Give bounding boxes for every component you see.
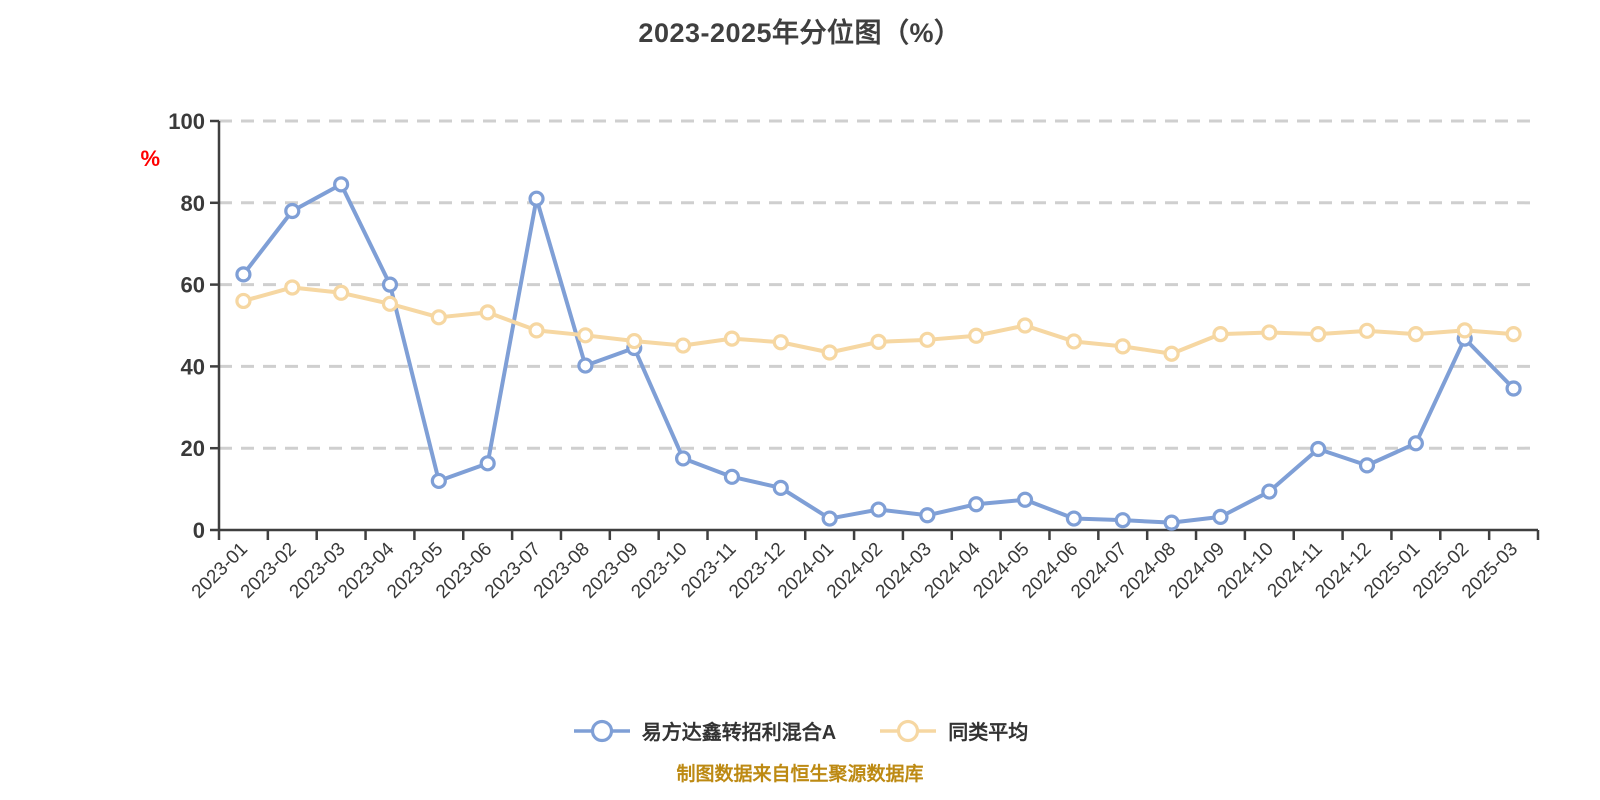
legend-item-fund[interactable]: 易方达鑫转招利混合A bbox=[572, 716, 836, 745]
data-point bbox=[528, 190, 545, 207]
y-axis-name: % bbox=[140, 146, 160, 171]
data-point bbox=[1407, 325, 1424, 343]
y-tick-label-60: 60 bbox=[181, 273, 205, 298]
legend-item-category-average[interactable]: 同类平均 bbox=[878, 716, 1028, 745]
data-point bbox=[1163, 345, 1180, 362]
data-point bbox=[870, 333, 887, 350]
data-point bbox=[1114, 338, 1131, 355]
data-point bbox=[479, 304, 496, 321]
data-point bbox=[1016, 491, 1034, 508]
data-point bbox=[772, 334, 789, 351]
data-point bbox=[674, 450, 692, 467]
data-point bbox=[1212, 508, 1229, 526]
data-point bbox=[284, 202, 301, 220]
data-point bbox=[1407, 435, 1424, 452]
legend-circle-fund bbox=[590, 719, 613, 742]
y-tick-label-100: 100 bbox=[168, 109, 205, 134]
data-point bbox=[1261, 483, 1278, 500]
data-source-caption: 制图数据来自恒生聚源数据库 bbox=[676, 764, 924, 785]
data-point bbox=[1163, 514, 1180, 531]
y-tick-label-0: 0 bbox=[193, 518, 205, 543]
data-point bbox=[381, 276, 399, 293]
legend-marker-fund-icon bbox=[573, 719, 630, 742]
data-point bbox=[968, 327, 985, 344]
data-point bbox=[1114, 512, 1131, 529]
series-line-0 bbox=[241, 182, 1516, 525]
data-point bbox=[723, 330, 741, 347]
data-point bbox=[430, 309, 447, 326]
y-tick-label-20: 20 bbox=[181, 436, 205, 461]
data-point bbox=[1261, 324, 1278, 341]
data-point bbox=[381, 295, 399, 312]
chart-legend: 易方达鑫转招利混合A 同类平均 bbox=[0, 716, 1600, 745]
data-point bbox=[577, 357, 594, 374]
data-point bbox=[479, 455, 496, 472]
chart-title: 2023-2025年分位图（%） bbox=[638, 18, 962, 48]
legend-label-fund: 易方达鑫转招利混合A bbox=[641, 722, 837, 744]
legend-circle-average bbox=[897, 719, 920, 742]
data-point bbox=[284, 279, 301, 296]
data-point bbox=[919, 507, 936, 524]
data-point bbox=[1065, 510, 1083, 527]
data-point bbox=[235, 266, 252, 283]
y-tick-label-80: 80 bbox=[181, 191, 205, 216]
data-point bbox=[1310, 325, 1327, 343]
data-point bbox=[723, 468, 741, 485]
data-point bbox=[1505, 380, 1522, 397]
data-point bbox=[1310, 440, 1327, 458]
data-point bbox=[1505, 325, 1522, 343]
data-point bbox=[870, 501, 887, 518]
data-point bbox=[528, 322, 545, 339]
data-point bbox=[626, 332, 643, 350]
legend-marker-average-icon bbox=[880, 719, 937, 742]
data-point bbox=[1016, 317, 1034, 334]
data-point bbox=[333, 284, 350, 301]
data-point bbox=[235, 292, 252, 310]
data-point bbox=[772, 479, 789, 496]
data-point bbox=[821, 510, 838, 527]
data-point bbox=[1358, 322, 1376, 339]
data-point bbox=[968, 496, 985, 513]
data-point bbox=[1212, 325, 1229, 343]
data-point bbox=[674, 337, 692, 354]
legend-label-average: 同类平均 bbox=[948, 722, 1029, 744]
data-point bbox=[1065, 333, 1083, 350]
data-point bbox=[1456, 322, 1473, 339]
data-point bbox=[1358, 457, 1376, 474]
data-point bbox=[919, 331, 936, 348]
data-point bbox=[821, 344, 838, 361]
data-point bbox=[430, 472, 447, 490]
data-point bbox=[333, 176, 350, 193]
data-point bbox=[577, 327, 594, 344]
y-tick-label-40: 40 bbox=[181, 354, 205, 379]
